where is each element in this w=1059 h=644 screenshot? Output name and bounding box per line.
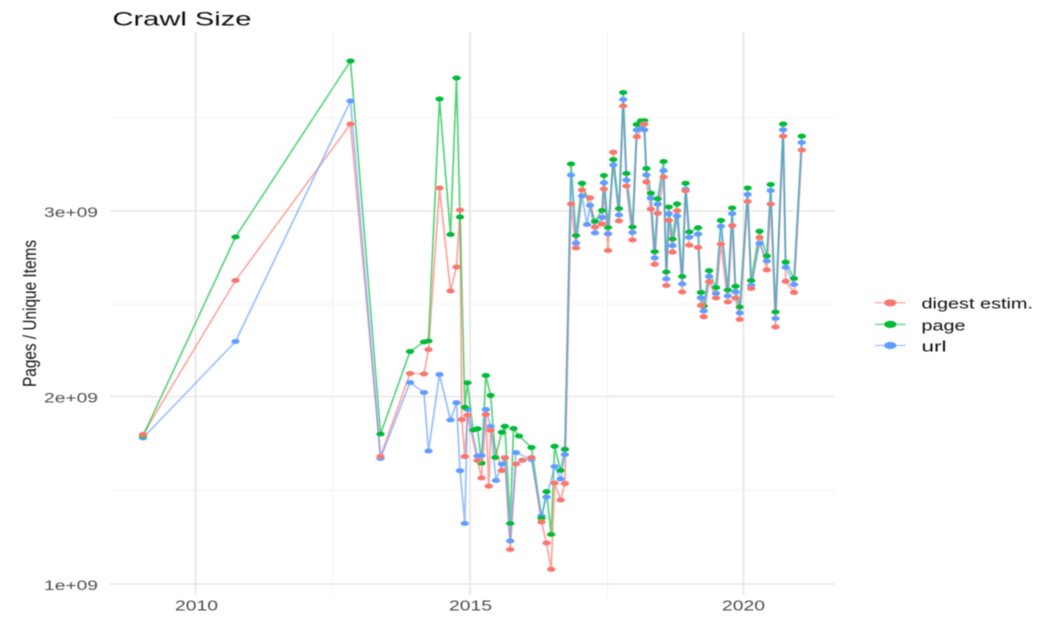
svg-text:3e+09: 3e+09 <box>44 205 98 221</box>
svg-text:2015: 2015 <box>449 599 492 615</box>
svg-text:2010: 2010 <box>175 599 218 615</box>
svg-text:digest estim.: digest estim. <box>922 296 1034 313</box>
svg-text:url: url <box>922 339 947 356</box>
svg-text:2e+09: 2e+09 <box>44 390 98 406</box>
svg-text:1e+09: 1e+09 <box>44 578 98 594</box>
svg-text:page: page <box>922 318 966 335</box>
svg-text:2020: 2020 <box>722 599 765 615</box>
svg-text:Pages / Unique Items: Pages / Unique Items <box>21 240 41 387</box>
svg-text:Crawl Size: Crawl Size <box>113 9 252 30</box>
